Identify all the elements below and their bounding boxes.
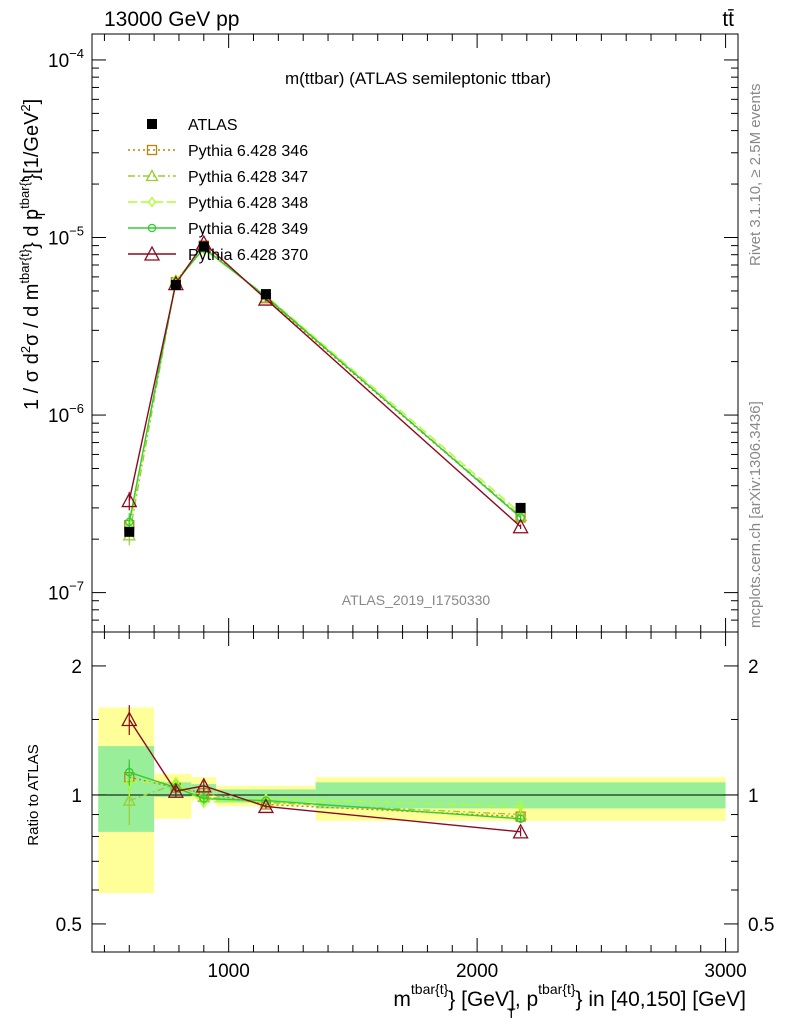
- main-series-line: [128, 246, 522, 536]
- ratio-series-point: [512, 823, 529, 839]
- ratio-series-point: [167, 782, 184, 798]
- svg-text:mtbar{t}} [GeV], ptbar{t}} in: mtbar{t}} [GeV], ptbar{t}} in [40,150] […: [393, 981, 746, 1011]
- ratio-series-point: [125, 767, 134, 777]
- ratio-series-point: [125, 776, 134, 788]
- main-series-line: [128, 244, 522, 526]
- ratio-axis-ticks: 0.5 0.5 1 1 2 2 1000 2000 3000: [56, 632, 774, 982]
- rivet-version-label: Rivet 3.1.10, ≥ 2.5M events: [747, 84, 764, 267]
- legend-marker: [148, 196, 156, 208]
- main-y-tick-label: 10−5: [48, 224, 84, 250]
- main-plot-panel: 10−7 10−6 10−5 10−4 m(ttbar) (ATLAS semilep…: [17, 33, 739, 633]
- main-series-line: [128, 242, 522, 528]
- ratio-series-point: [516, 800, 525, 813]
- legend-marker-atlas: [147, 119, 157, 129]
- legend-marker: [143, 245, 161, 261]
- ratio-y-tick-label-right: 1: [748, 786, 759, 807]
- ratio-series-layer: [121, 705, 529, 839]
- legend-marker: [145, 169, 159, 182]
- x-tick-label: 3000: [704, 961, 746, 982]
- analysis-watermark: ATLAS_2019_I1750330: [342, 592, 491, 608]
- stat-uncertainty-band: [98, 746, 155, 832]
- ratio-series-point: [516, 814, 525, 823]
- ratio-series-point: [121, 711, 138, 727]
- atlas-data-point: [515, 502, 526, 513]
- legend-label: Pythia 6.428 370: [188, 247, 308, 264]
- x-axis-label: mtbar{t}} [GeV], ptbar{t}} in [40,150] […: [393, 981, 746, 1021]
- main-series-point: [121, 492, 138, 508]
- x-tick-label: 2000: [456, 961, 498, 982]
- ratio-y-tick-label-left: 0.5: [56, 915, 82, 936]
- legend-label-atlas: ATLAS: [188, 117, 238, 134]
- main-y-axis-label: 1 / σ d2σ / d mtbar{t}} d ptbar{tT}[1/Ge…: [17, 99, 48, 410]
- main-series-line: [128, 247, 522, 523]
- atlas-data-point: [260, 289, 271, 300]
- main-series-point: [125, 517, 134, 527]
- atlas-data-point: [124, 526, 135, 537]
- ratio-y-tick-label-left: 2: [71, 657, 82, 678]
- svg-text:1 / σ d2σ / d mtbar{t}} d ptba: 1 / σ d2σ / d mtbar{t}} d ptbar{tT}[1/Ge…: [17, 99, 48, 410]
- ratio-series-point: [199, 794, 209, 803]
- ratio-y-axis-label: Ratio to ATLAS: [25, 744, 42, 845]
- legend: ATLAS Pythia 6.428 346 Pythia 6.428 347 Pyt…: [128, 117, 308, 264]
- legend-marker: [147, 223, 157, 233]
- ratio-plot-panel: 0.5 0.5 1 1 2 2 1000 2000 3000 Ratio to ATLAS mt…: [25, 631, 774, 1021]
- mcplots-credit-label: mcplots.cern.ch [arXiv:1306.3436]: [747, 401, 764, 628]
- legend-label: Pythia 6.428 348: [188, 195, 308, 212]
- main-plot-title: m(ttbar) (ATLAS semileptonic ttbar): [285, 69, 551, 88]
- main-y-tick-label: 10−6: [48, 401, 84, 427]
- ratio-uncertainty-bands: [98, 707, 726, 894]
- x-tick-label: 1000: [208, 961, 250, 982]
- main-series-line: [128, 248, 522, 527]
- header-right: tt̄: [722, 8, 734, 31]
- legend-label: Pythia 6.428 349: [188, 221, 308, 238]
- legend-label: Pythia 6.428 347: [188, 169, 308, 186]
- main-series-layer: [121, 234, 529, 546]
- ratio-series-point: [122, 793, 136, 806]
- ratio-series-point: [195, 777, 212, 793]
- atlas-data-point: [170, 280, 181, 291]
- ratio-y-tick-label-left: 1: [71, 786, 82, 807]
- header-left: 13000 GeV pp: [104, 8, 239, 31]
- main-series-point: [512, 518, 529, 534]
- legend-marker: [146, 144, 158, 156]
- ratio-series-point: [257, 798, 275, 814]
- main-y-tick-label: 10−7: [48, 579, 84, 605]
- ratio-plot-frame: [91, 631, 739, 953]
- svg-text:T: T: [507, 1005, 516, 1021]
- ratio-series-point: [261, 796, 271, 805]
- atlas-data-point: [198, 241, 209, 252]
- ratio-y-tick-label-right: 2: [748, 657, 759, 678]
- ratio-y-tick-label-right: 0.5: [748, 915, 774, 936]
- legend-label: Pythia 6.428 346: [188, 143, 308, 160]
- main-y-tick-label: 10−4: [48, 46, 84, 72]
